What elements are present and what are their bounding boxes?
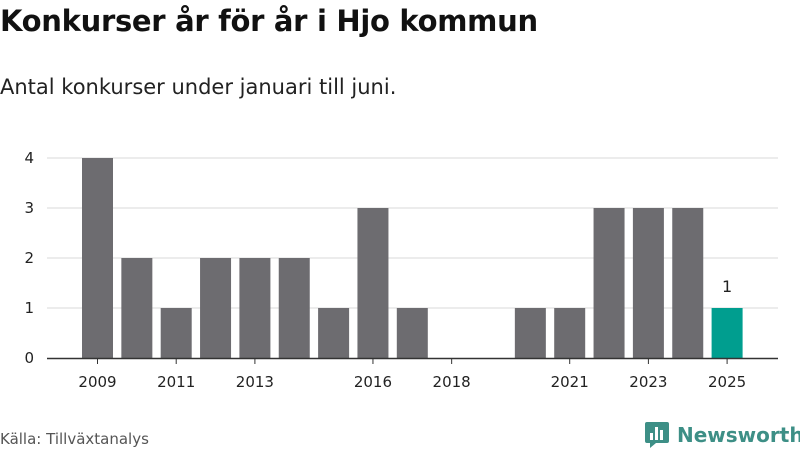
y-tick-label: 2 (24, 249, 34, 267)
source-note: Källa: Tillväxtanalys (0, 430, 149, 448)
bar-chart-logo-icon (645, 422, 669, 448)
bars (82, 158, 743, 358)
bar-2012 (200, 258, 232, 358)
bar-chart: 0 1 2 3 4 2009 2011 2013 2016 2018 2021 2023 2025 1 (24, 149, 778, 391)
data-label-2025: 1 (722, 277, 732, 296)
gridlines (47, 157, 778, 309)
x-tick-label: 2025 (708, 373, 746, 391)
x-tick-label: 2023 (629, 373, 667, 391)
bar-2011 (160, 308, 192, 358)
bar-2015 (318, 308, 350, 358)
bar-2023 (632, 208, 664, 358)
newsworthy-logo: Newsworthy (644, 421, 800, 449)
axes: 0 1 2 3 4 2009 2011 2013 2016 2018 2021 2023 2025 (24, 149, 778, 391)
bar-2022 (593, 208, 625, 358)
bar-2013 (239, 258, 271, 358)
bar-2014 (278, 258, 310, 358)
y-tick-label: 0 (24, 349, 34, 367)
bar-2024 (672, 208, 704, 358)
y-tick-label: 3 (24, 199, 34, 217)
data-labels: 1 (722, 277, 732, 296)
chart-title: Konkurser år för år i Hjo kommun (0, 4, 538, 38)
y-tick-label: 4 (24, 149, 34, 167)
x-tick-label: 2021 (551, 373, 589, 391)
x-tick-label: 2011 (157, 373, 195, 391)
bar-2016 (357, 208, 389, 358)
chart-subtitle: Antal konkurser under januari till juni. (0, 75, 397, 99)
bar-2010 (121, 258, 153, 358)
bar-2020 (514, 308, 546, 358)
x-tick-label: 2016 (354, 373, 392, 391)
bar-2017 (396, 308, 428, 358)
x-tick-label: 2009 (78, 373, 116, 391)
y-tick-label: 1 (24, 299, 34, 317)
x-tick-label: 2013 (236, 373, 274, 391)
brand-name: Newsworthy (677, 423, 800, 447)
x-tick-label: 2018 (433, 373, 471, 391)
bar-2025 (711, 308, 743, 358)
bar-2009 (82, 158, 113, 358)
bar-2021 (554, 308, 586, 358)
